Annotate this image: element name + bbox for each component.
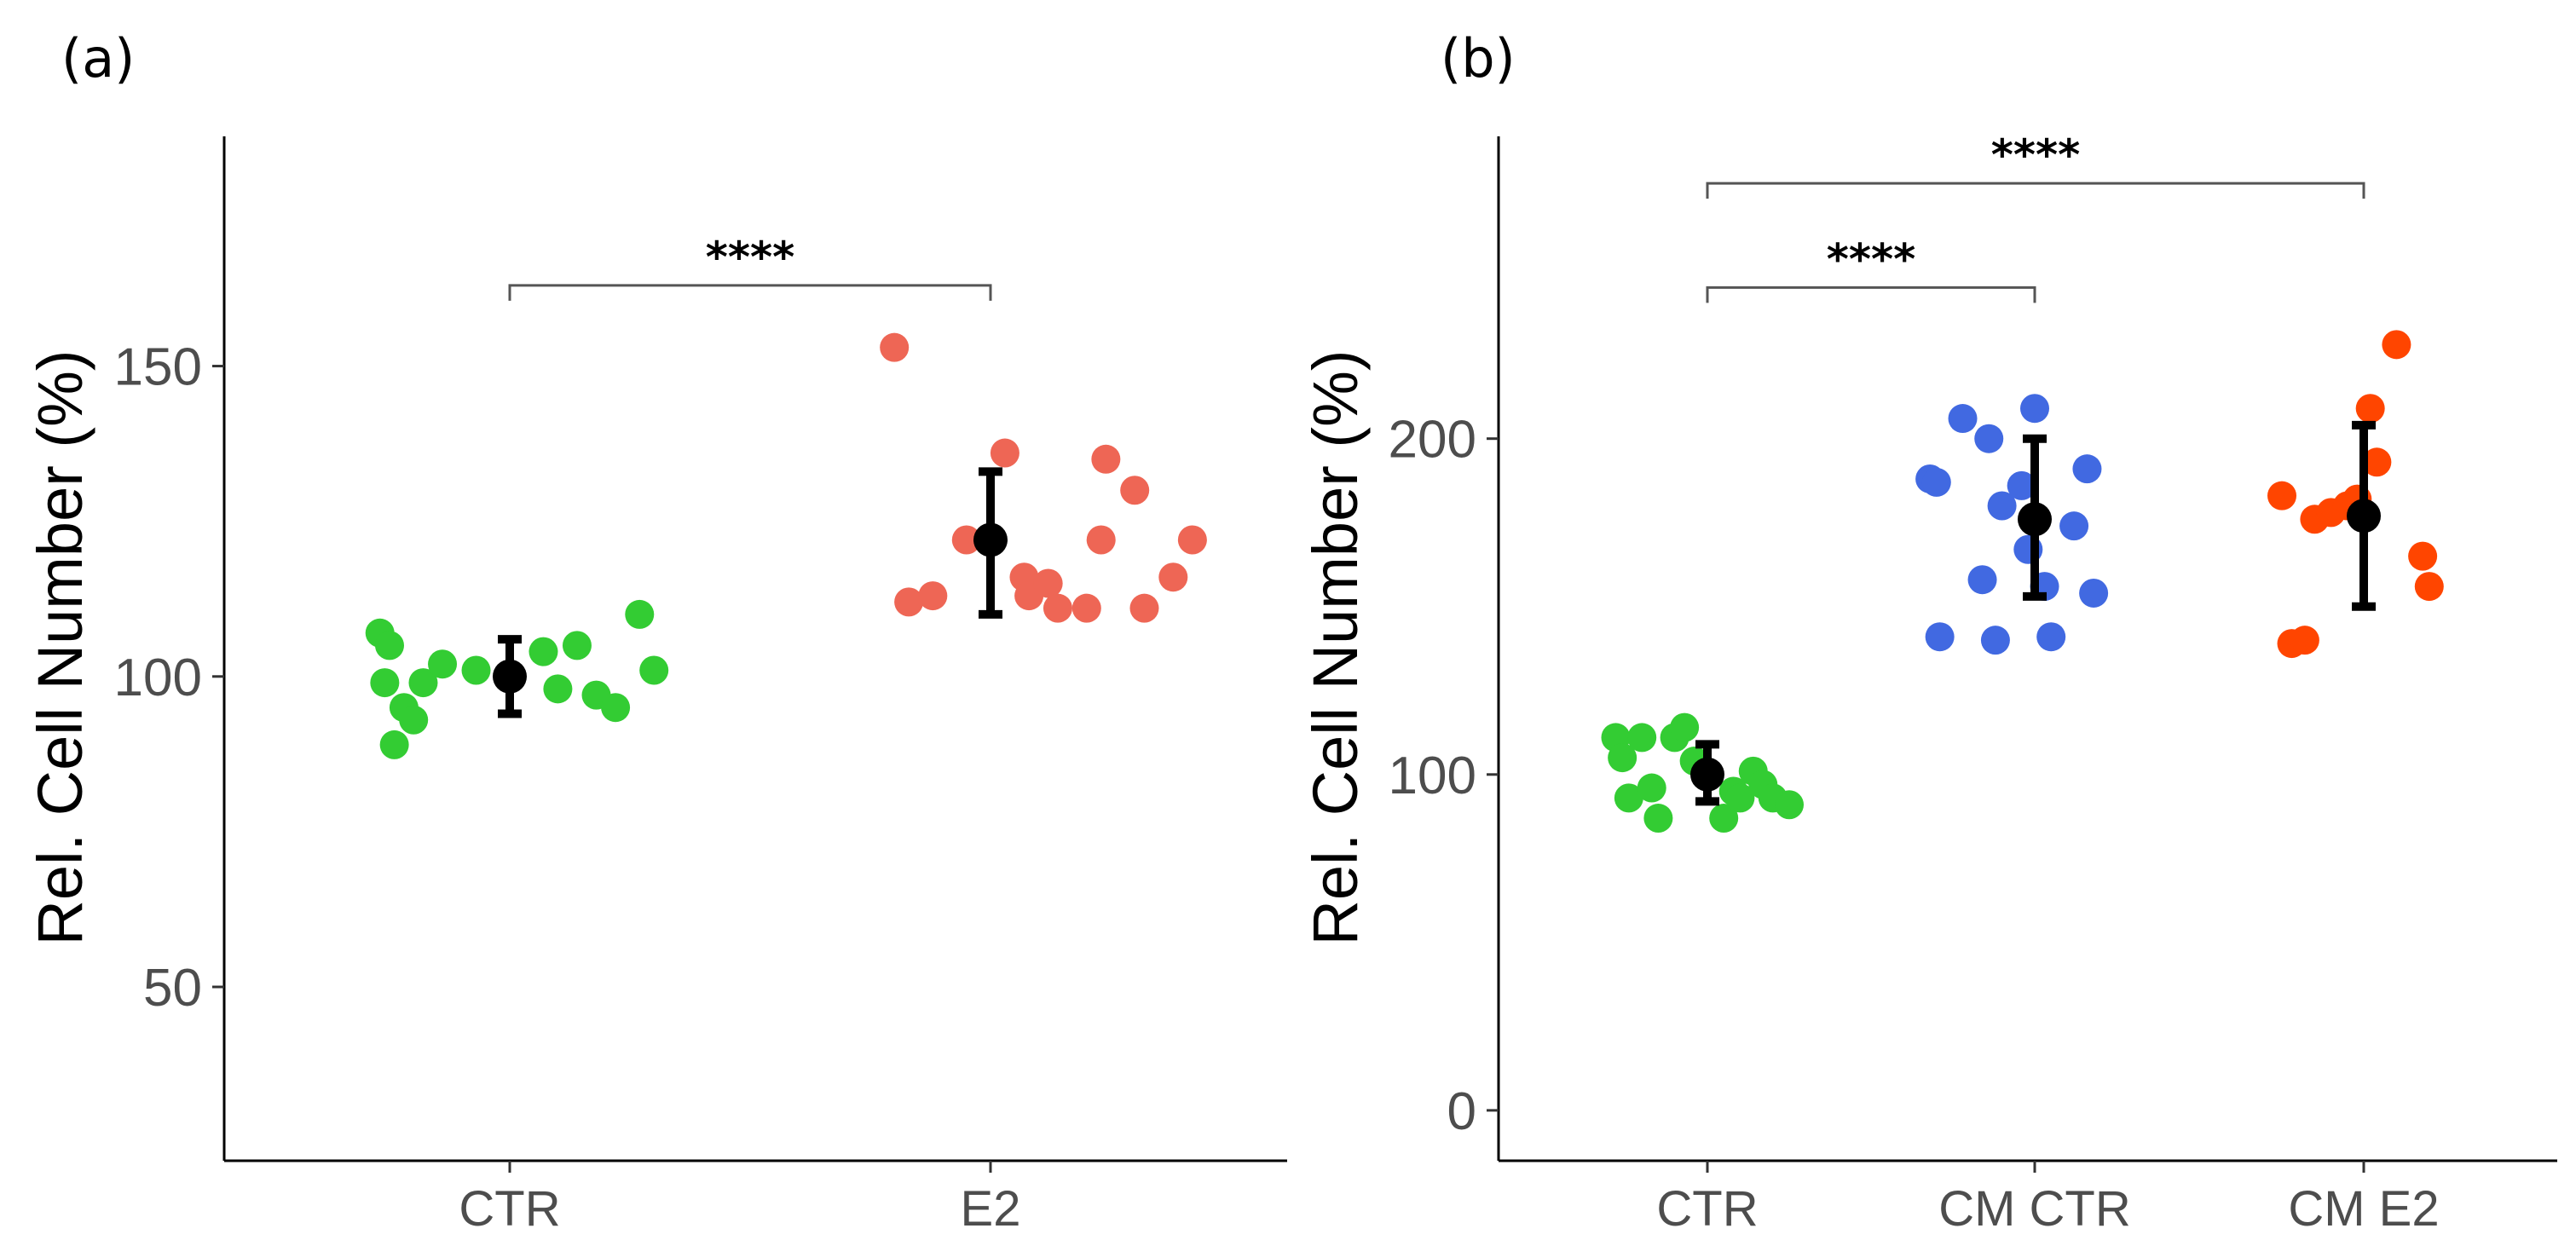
data-point: [1608, 743, 1637, 773]
x-tick-label: CM CTR: [1938, 1181, 2131, 1237]
significance-bracket: [508, 284, 992, 301]
data-point: [2020, 394, 2049, 424]
data-point: [428, 649, 458, 679]
data-point: [601, 693, 631, 723]
y-tick-label: 200: [1389, 411, 1476, 470]
data-point: [379, 730, 409, 759]
y-tick-label: 100: [1389, 747, 1476, 805]
data-point: [1120, 476, 1150, 505]
panel-label: (b): [1441, 27, 1516, 89]
data-point: [370, 668, 400, 698]
data-point: [1967, 565, 1997, 595]
data-point: [1974, 424, 2004, 453]
x-tick-label: E2: [961, 1181, 1021, 1237]
data-point: [894, 587, 924, 617]
data-point: [625, 599, 655, 629]
mean-point: [493, 659, 527, 694]
data-point: [639, 655, 669, 685]
data-point: [1643, 804, 1673, 833]
y-tick-label: 0: [1447, 1082, 1476, 1141]
data-point: [2072, 454, 2102, 484]
panel-b: (b) 0 100 200 CTR CM CTR CM E2 Rel. Cell Number…: [1300, 27, 2557, 1237]
data-point: [1775, 790, 1804, 820]
data-point: [1033, 568, 1063, 598]
data-point: [375, 631, 404, 660]
data-point: [2007, 470, 2036, 500]
data-point: [2290, 626, 2319, 655]
data-point: [1043, 593, 1072, 623]
data-point: [2059, 511, 2089, 541]
y-axis-title: Rel. Cell Number (%): [25, 349, 95, 945]
data-point: [1925, 622, 1955, 652]
mean-point: [973, 522, 1008, 557]
data-point: [2267, 481, 2296, 510]
data-point: [1637, 773, 1666, 803]
data-point: [1921, 467, 1951, 497]
y-axis-title: Rel. Cell Number (%): [1300, 349, 1371, 945]
data-point: [408, 668, 438, 698]
significance-label: ****: [1991, 130, 2081, 180]
mean-point: [2018, 502, 2052, 537]
mean-point: [1690, 757, 1724, 792]
data-point: [2036, 622, 2066, 652]
y-tick-label: 100: [114, 649, 202, 707]
data-point: [880, 332, 910, 362]
data-point: [2414, 572, 2444, 602]
data-point: [1177, 525, 1207, 555]
data-point: [2355, 394, 2385, 424]
x-tick-label: CM E2: [2288, 1181, 2439, 1237]
significance-label: ****: [706, 233, 795, 282]
data-point: [528, 637, 558, 666]
significance-label: ****: [1827, 234, 1916, 284]
data-point: [543, 674, 573, 704]
data-point: [2362, 447, 2392, 477]
data-point: [1086, 525, 1116, 555]
data-point: [1627, 723, 1657, 753]
x-tick-label: CTR: [459, 1181, 560, 1237]
data-point: [1670, 712, 1700, 742]
significance-bracket: [1706, 285, 2036, 303]
data-point: [1614, 783, 1643, 813]
data-point: [1725, 783, 1755, 813]
panel-label: (a): [61, 27, 135, 89]
data-point: [1709, 804, 1739, 833]
data-point: [2408, 541, 2438, 571]
data-point: [2079, 578, 2109, 608]
mean-point: [2347, 499, 2381, 533]
y-tick-label: 50: [143, 959, 202, 1018]
data-point: [918, 581, 948, 611]
significance-bracket: [1706, 182, 2365, 199]
data-point: [951, 525, 981, 555]
x-tick-label: CTR: [1656, 1181, 1758, 1237]
y-tick-label: 150: [114, 338, 202, 397]
data-point: [2382, 330, 2411, 360]
data-point: [461, 655, 491, 685]
data-point: [1987, 491, 2017, 521]
data-point: [1948, 404, 1978, 434]
data-point: [1129, 593, 1159, 623]
data-point: [1158, 562, 1188, 592]
data-point: [399, 705, 429, 735]
data-point: [990, 438, 1019, 468]
data-point: [1091, 444, 1121, 474]
data-point: [1071, 593, 1101, 623]
data-point: [1980, 626, 2010, 655]
data-point: [562, 631, 592, 660]
panel-a: (a) 50 100 150 CTR E2 Rel. Cell Number (%) ****: [25, 27, 1287, 1237]
